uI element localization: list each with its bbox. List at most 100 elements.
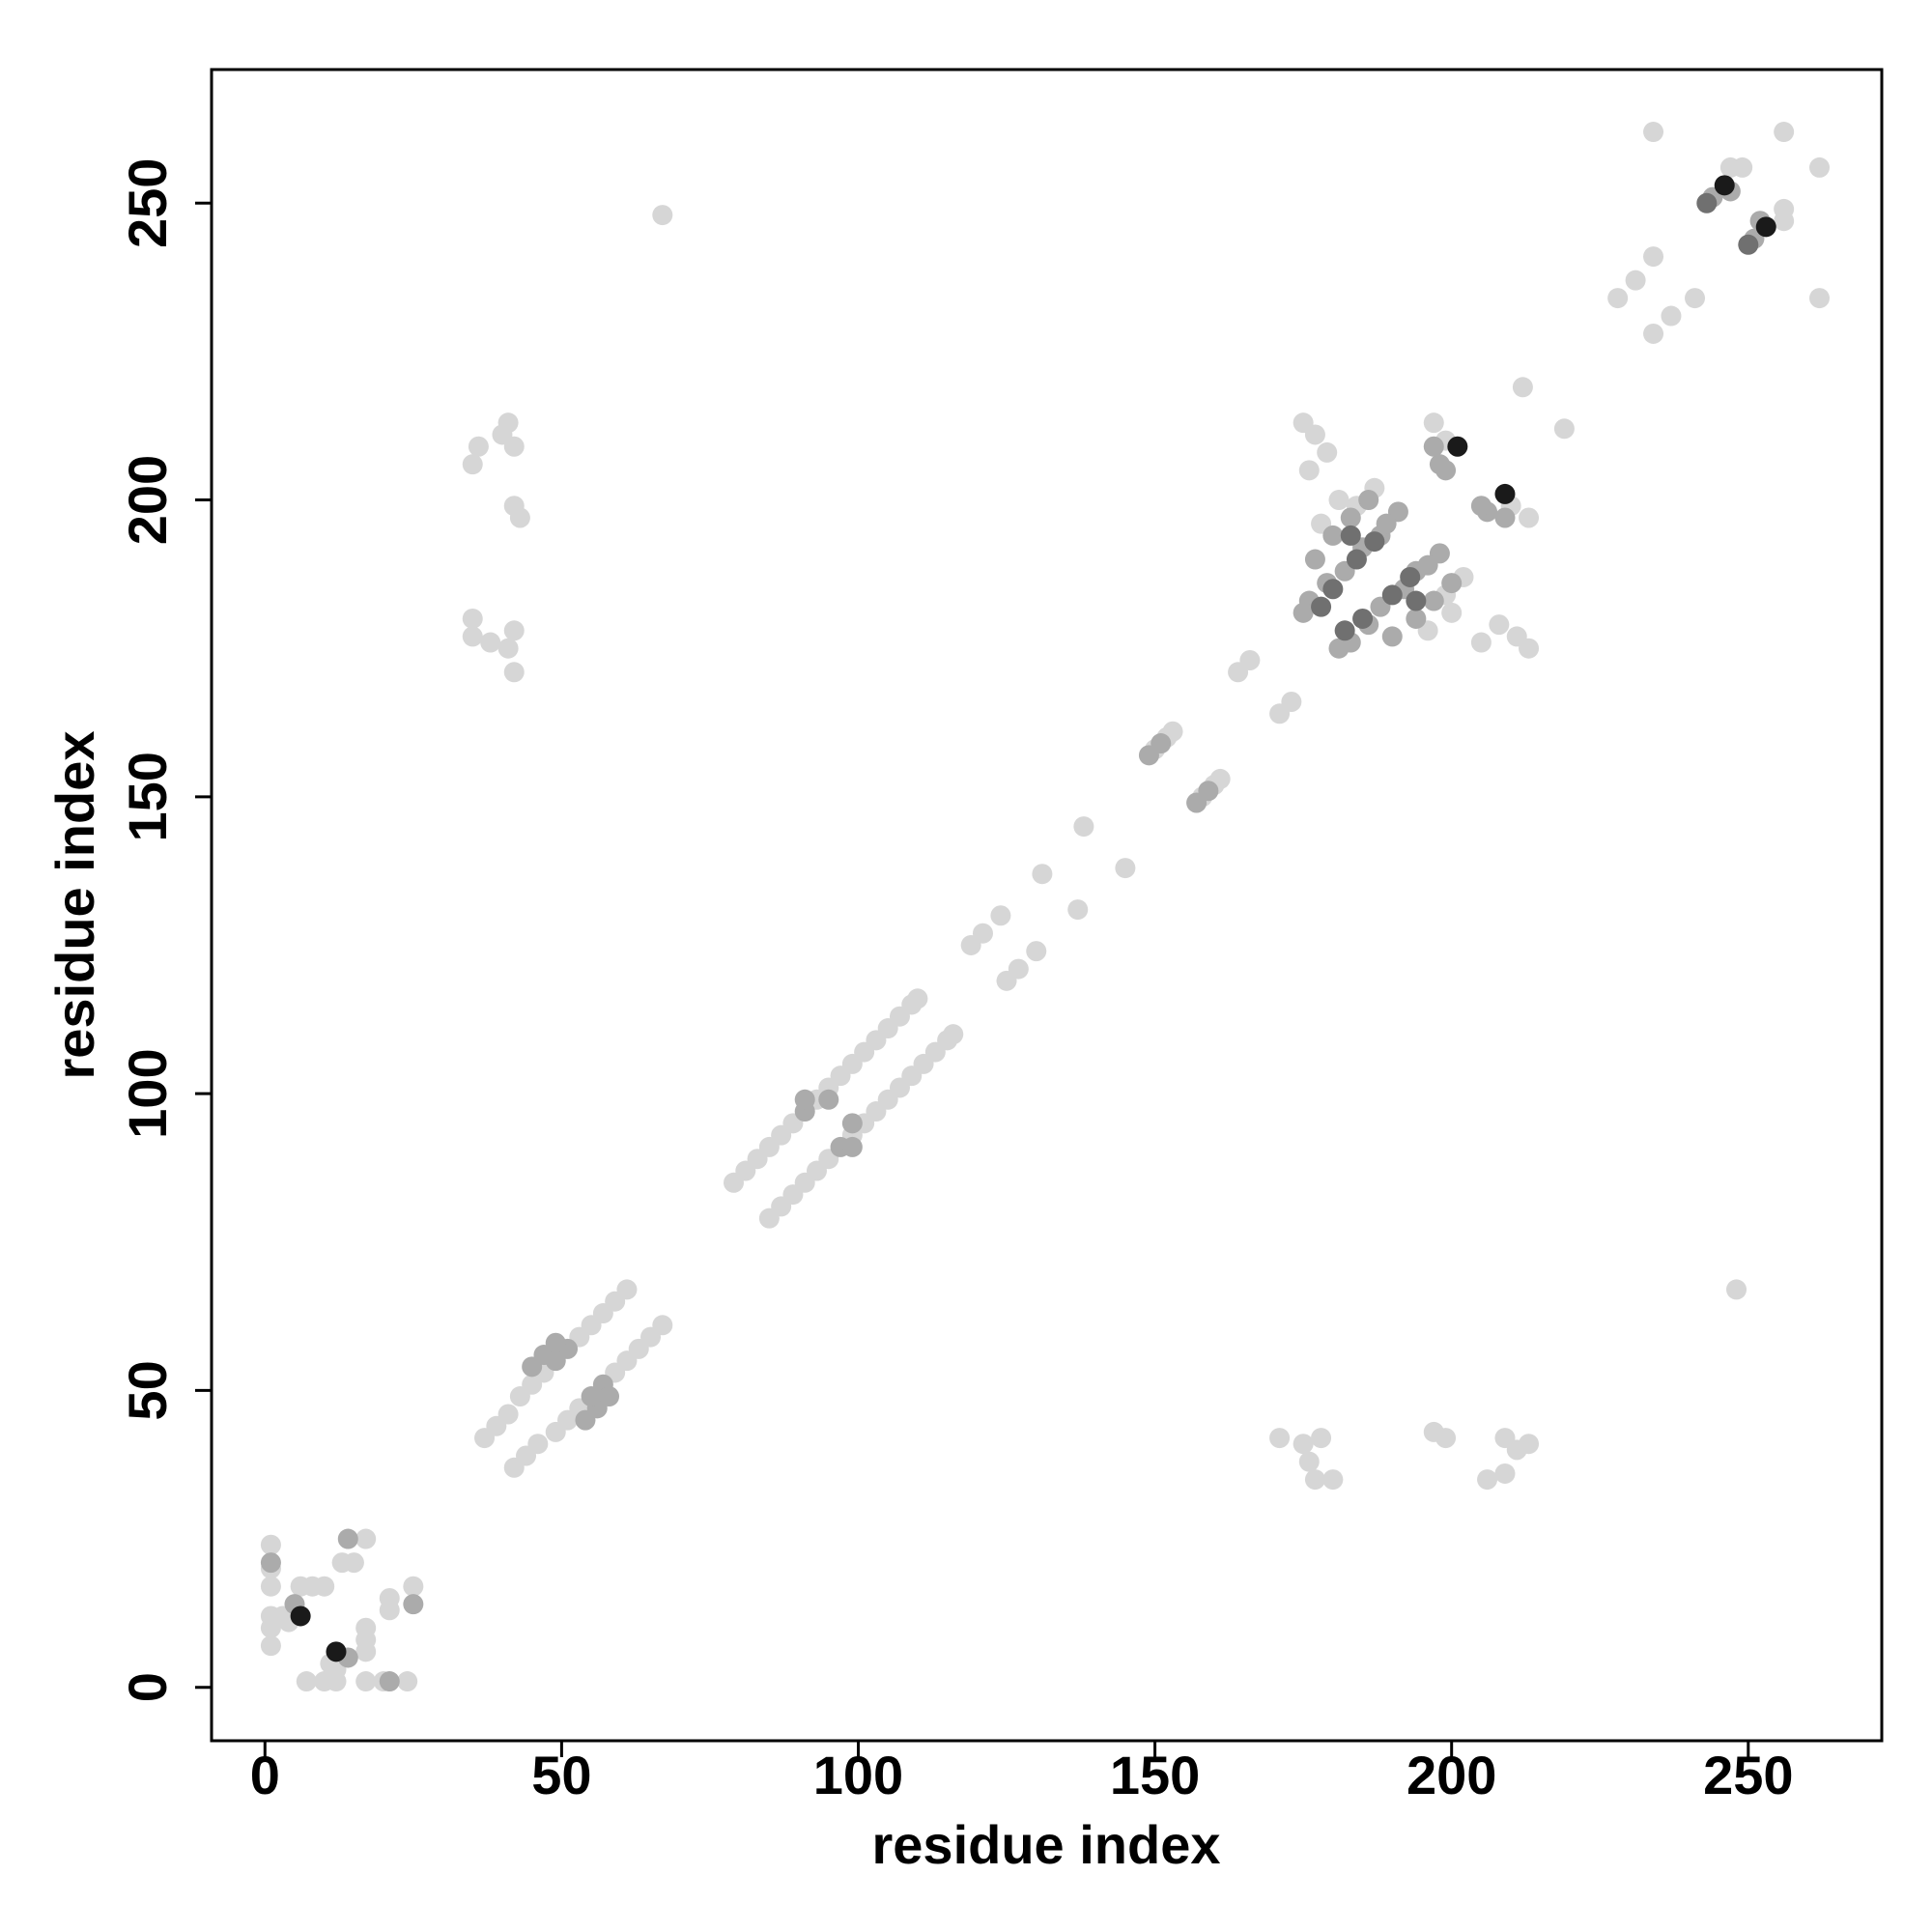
- y-tick-label: 250: [117, 158, 178, 248]
- contact-point: [1346, 549, 1367, 570]
- contact-point: [841, 1113, 863, 1134]
- contact-point: [260, 1635, 281, 1657]
- contact-point: [907, 988, 928, 1009]
- x-tick-label: 100: [813, 1745, 903, 1805]
- contact-point: [1317, 441, 1338, 463]
- contact-point: [545, 1332, 566, 1353]
- contact-point: [1364, 531, 1385, 553]
- contact-point: [1340, 525, 1361, 546]
- contact-point: [1506, 626, 1527, 647]
- contact-point: [503, 662, 525, 683]
- contact-point: [343, 1552, 364, 1574]
- contact-point: [1696, 192, 1718, 213]
- contact-point: [1328, 638, 1350, 659]
- contact-point: [1358, 490, 1379, 511]
- contact-point: [379, 1671, 400, 1692]
- contact-point: [1423, 590, 1444, 611]
- contact-point: [503, 436, 525, 457]
- plot-frame: [210, 68, 1884, 1743]
- contact-point: [616, 1279, 638, 1300]
- contact-point: [1423, 412, 1444, 434]
- contact-point: [1008, 958, 1029, 980]
- contact-point: [397, 1671, 418, 1692]
- contact-point: [296, 1671, 317, 1692]
- contact-point: [260, 1576, 281, 1597]
- contact-point: [1376, 513, 1397, 534]
- contact-point: [1755, 216, 1776, 238]
- contact-point: [355, 1617, 377, 1638]
- contact-point: [1322, 525, 1344, 546]
- y-tick-label: 0: [117, 1672, 178, 1702]
- contact-point: [1417, 554, 1438, 576]
- contact-point: [290, 1605, 311, 1627]
- contact-point: [841, 1136, 863, 1157]
- contact-point: [1643, 323, 1664, 344]
- contact-point: [990, 905, 1011, 926]
- contact-point: [1494, 1428, 1516, 1449]
- contact-point: [1352, 608, 1374, 629]
- contact-point: [1470, 496, 1492, 517]
- contact-point: [1032, 864, 1053, 885]
- contact-point: [652, 205, 673, 226]
- y-tick-label: 50: [117, 1360, 178, 1420]
- y-axis-label: residue index: [44, 730, 105, 1079]
- contact-point: [1406, 608, 1427, 629]
- contact-point: [1281, 692, 1302, 713]
- x-tick-label: 50: [531, 1745, 591, 1805]
- contact-point: [1298, 1451, 1320, 1472]
- contact-point: [355, 1528, 377, 1549]
- contact-point: [1441, 602, 1463, 623]
- contact-point: [1298, 460, 1320, 481]
- contact-point: [1328, 490, 1350, 511]
- contact-point: [1026, 941, 1047, 962]
- contact-point: [1625, 270, 1646, 291]
- contact-point: [1512, 377, 1533, 398]
- contact-point: [1685, 288, 1706, 309]
- contact-point: [1477, 1469, 1498, 1491]
- contact-point: [1607, 288, 1629, 309]
- y-tick-label: 200: [117, 455, 178, 545]
- contact-point: [1381, 626, 1403, 647]
- contact-point: [818, 1089, 839, 1110]
- contact-point: [1447, 436, 1468, 457]
- contact-point: [314, 1576, 335, 1597]
- contact-point: [1494, 507, 1516, 528]
- contact-point: [1494, 1463, 1516, 1484]
- contact-point: [1519, 507, 1540, 528]
- contact-point: [1311, 596, 1332, 617]
- contact-point: [1304, 1469, 1325, 1491]
- contact-point: [1073, 816, 1094, 838]
- contact-point: [527, 1434, 549, 1455]
- contact-point: [1489, 614, 1510, 636]
- contact-point: [1809, 288, 1831, 309]
- contact-point: [1809, 156, 1831, 178]
- contact-point: [1732, 156, 1753, 178]
- contact-point: [462, 626, 483, 647]
- contact-point: [379, 1588, 400, 1609]
- contact-point: [1304, 424, 1325, 445]
- contact-point: [337, 1528, 358, 1549]
- contact-point: [1406, 590, 1427, 611]
- contact-point: [1726, 1279, 1747, 1300]
- contact-point: [1774, 122, 1795, 143]
- contact-point: [1714, 175, 1735, 196]
- contact-point: [1322, 579, 1344, 600]
- contact-point: [1470, 632, 1492, 653]
- contact-point: [403, 1576, 424, 1597]
- contact-point: [462, 454, 483, 475]
- contact-point: [1322, 1469, 1344, 1491]
- contact-point: [1423, 1421, 1444, 1442]
- contact-point: [1293, 1434, 1314, 1455]
- x-tick-label: 250: [1703, 1745, 1793, 1805]
- contact-point: [1381, 584, 1403, 606]
- contact-point: [1738, 234, 1759, 255]
- contact-point: [1340, 507, 1361, 528]
- contact-point: [1774, 198, 1795, 219]
- y-tick-label: 150: [117, 752, 178, 841]
- contact-point: [943, 1024, 964, 1045]
- contact-point: [1334, 620, 1355, 641]
- contact-point: [503, 620, 525, 641]
- contact-point: [1304, 549, 1325, 570]
